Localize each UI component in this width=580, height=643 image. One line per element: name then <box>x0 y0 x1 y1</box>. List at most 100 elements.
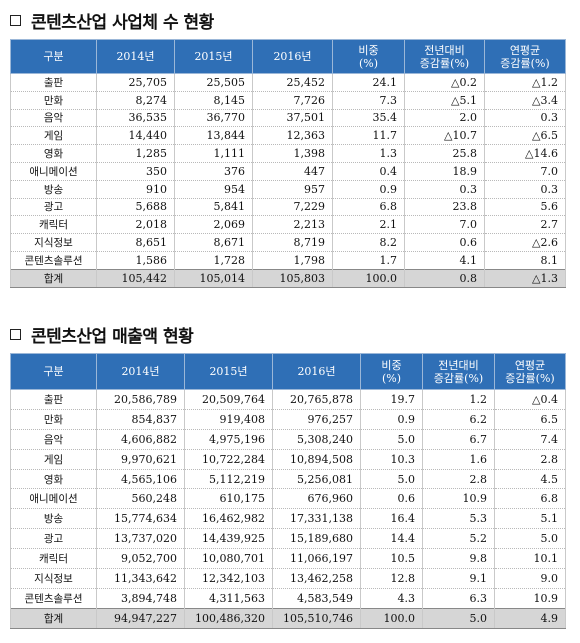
cell-yoy: 6.2 <box>422 409 495 430</box>
table-header-row: 구분 2014년 2015년 2016년 비중 (%) 전년대비 증감률(%) 연평균 증감… <box>10 39 566 74</box>
cell-yoy: 4.1 <box>404 251 485 270</box>
cell-cagr: △3.4 <box>484 91 566 110</box>
table-row: 콘텐츠솔루션 3,894,748 4,311,563 4,583,549 4.3 6.3 1… <box>10 588 566 609</box>
cell-category: 합계 <box>10 607 97 629</box>
table-row: 게임 14,440 13,844 12,363 11.7 △10.7 △6.5 <box>10 126 566 146</box>
cell-share: 2.1 <box>332 215 405 235</box>
cell-category: 음악 <box>10 429 97 450</box>
cell-share: 8.2 <box>332 233 405 252</box>
cell-category: 게임 <box>10 449 97 470</box>
cell-yoy: 5.0 <box>422 607 495 629</box>
cell-category: 애니메이션 <box>10 162 97 181</box>
cell-y2014: 854,837 <box>96 409 185 430</box>
cell-share: 0.9 <box>332 180 405 199</box>
cell-share: 35.4 <box>332 109 405 128</box>
cell-share: 0.4 <box>332 162 405 181</box>
total-row: 합계 105,442 105,014 105,803 100.0 0.8 △1.3 <box>10 268 566 288</box>
table-row: 영화 1,285 1,111 1,398 1.3 25.8 △14.6 <box>10 144 566 163</box>
table-row: 음악 4,606,882 4,975,196 5,308,240 5.0 6.7 7.4 <box>10 429 566 450</box>
table-row: 지식정보 8,651 8,671 8,719 8.2 0.6 △2.6 <box>10 233 566 252</box>
cell-y2016: 1,398 <box>252 144 333 163</box>
cell-y2014: 5,688 <box>96 198 175 217</box>
cell-yoy: 5.3 <box>422 508 495 530</box>
cell-category: 영화 <box>10 469 97 490</box>
header-share: 비중 (%) <box>332 39 405 74</box>
cell-y2014: 8,274 <box>96 91 175 110</box>
header-y2016: 2016년 <box>252 39 333 74</box>
table-row: 광고 13,737,020 14,439,925 15,189,680 14.4 5.2 5… <box>10 528 566 550</box>
cell-category: 방송 <box>10 180 97 199</box>
table-row: 지식정보 11,343,642 12,342,103 13,462,258 12.8 9.… <box>10 568 566 589</box>
header-share: 비중 (%) <box>360 353 423 390</box>
cell-y2015: 4,311,563 <box>184 588 273 609</box>
table-row: 애니메이션 350 376 447 0.4 18.9 7.0 <box>10 162 566 181</box>
cell-share: 4.3 <box>360 588 423 609</box>
cell-y2014: 36,535 <box>96 109 175 128</box>
cell-yoy: △10.7 <box>404 126 485 146</box>
section-title-text: 콘텐츠산업 매출액 현황 <box>31 327 194 347</box>
cell-y2015: 16,462,982 <box>184 508 273 530</box>
checkbox-icon <box>10 15 21 26</box>
cell-y2014: 4,565,106 <box>96 469 185 490</box>
cell-category: 캐릭터 <box>10 548 97 570</box>
cell-y2015: 8,145 <box>174 91 253 110</box>
cell-cagr: △1.2 <box>484 73 566 92</box>
cell-share: 14.4 <box>360 528 423 550</box>
table-row: 캐릭터 9,052,700 10,080,701 11,066,197 10.5 9.8 1… <box>10 548 566 570</box>
cell-y2015: 8,671 <box>174 233 253 252</box>
cell-y2016: 11,066,197 <box>272 548 361 570</box>
cell-y2016: 25,452 <box>252 73 333 92</box>
cell-y2016: 676,960 <box>272 488 361 510</box>
cell-y2015: 13,844 <box>174 126 253 146</box>
table-row: 영화 4,565,106 5,112,219 5,256,081 5.0 2.8 4.5 <box>10 469 566 490</box>
section-title-businesses: 콘텐츠산업 사업체 수 현황 <box>10 8 214 33</box>
cell-category: 콘텐츠솔루션 <box>10 588 97 609</box>
cell-y2016: 5,308,240 <box>272 429 361 450</box>
cell-category: 출판 <box>10 389 97 410</box>
cell-category: 콘텐츠솔루션 <box>10 251 97 270</box>
table-header-row: 구분 2014년 2015년 2016년 비중 (%) 전년대비 증감률(%) 연평균 증감… <box>10 353 566 390</box>
cell-y2016: 4,583,549 <box>272 588 361 609</box>
table-row: 캐릭터 2,018 2,069 2,213 2.1 7.0 2.7 <box>10 215 566 235</box>
header-y2014: 2014년 <box>96 353 185 390</box>
cell-cagr: 6.5 <box>494 409 566 430</box>
table-row: 애니메이션 560,248 610,175 676,960 0.6 10.9 6.8 <box>10 488 566 510</box>
cell-y2016: 7,726 <box>252 91 333 110</box>
cell-y2014: 20,586,789 <box>96 389 185 410</box>
header-y2016: 2016년 <box>272 353 361 390</box>
total-row: 합계 94,947,227 100,486,320 105,510,746 100.0 5… <box>10 607 566 629</box>
cell-y2014: 1,285 <box>96 144 175 163</box>
table-row: 출판 20,586,789 20,509,764 20,765,878 19.7 1.2 △… <box>10 389 566 410</box>
cell-category: 음악 <box>10 109 97 128</box>
cell-yoy: 1.2 <box>422 389 495 410</box>
cell-cagr: △14.6 <box>484 144 566 163</box>
cell-share: 19.7 <box>360 389 423 410</box>
cell-yoy: △0.2 <box>404 73 485 92</box>
cell-category: 게임 <box>10 126 97 146</box>
cell-y2016: 10,894,508 <box>272 449 361 470</box>
cell-cagr: 4.9 <box>494 607 566 629</box>
cell-yoy: 2.0 <box>404 109 485 128</box>
cell-y2014: 9,052,700 <box>96 548 185 570</box>
cell-y2014: 8,651 <box>96 233 175 252</box>
table-row: 만화 8,274 8,145 7,726 7.3 △5.1 △3.4 <box>10 91 566 110</box>
cell-cagr: 8.1 <box>484 251 566 270</box>
cell-y2015: 954 <box>174 180 253 199</box>
revenue-table: 구분 2014년 2015년 2016년 비중 (%) 전년대비 증감률(%) 연평균 증감… <box>10 353 566 629</box>
cell-y2015: 25,505 <box>174 73 253 92</box>
cell-yoy: 6.3 <box>422 588 495 609</box>
cell-y2014: 94,947,227 <box>96 607 185 629</box>
cell-y2015: 1,728 <box>174 251 253 270</box>
cell-cagr: 5.1 <box>494 508 566 530</box>
cell-y2014: 3,894,748 <box>96 588 185 609</box>
cell-y2014: 2,018 <box>96 215 175 235</box>
cell-y2014: 4,606,882 <box>96 429 185 450</box>
header-y2015: 2015년 <box>184 353 273 390</box>
cell-y2015: 20,509,764 <box>184 389 273 410</box>
cell-category: 합계 <box>10 268 97 288</box>
cell-y2014: 1,586 <box>96 251 175 270</box>
cell-cagr: 7.4 <box>494 429 566 450</box>
cell-y2014: 105,442 <box>96 268 175 288</box>
cell-y2015: 2,069 <box>174 215 253 235</box>
cell-yoy: 1.6 <box>422 449 495 470</box>
